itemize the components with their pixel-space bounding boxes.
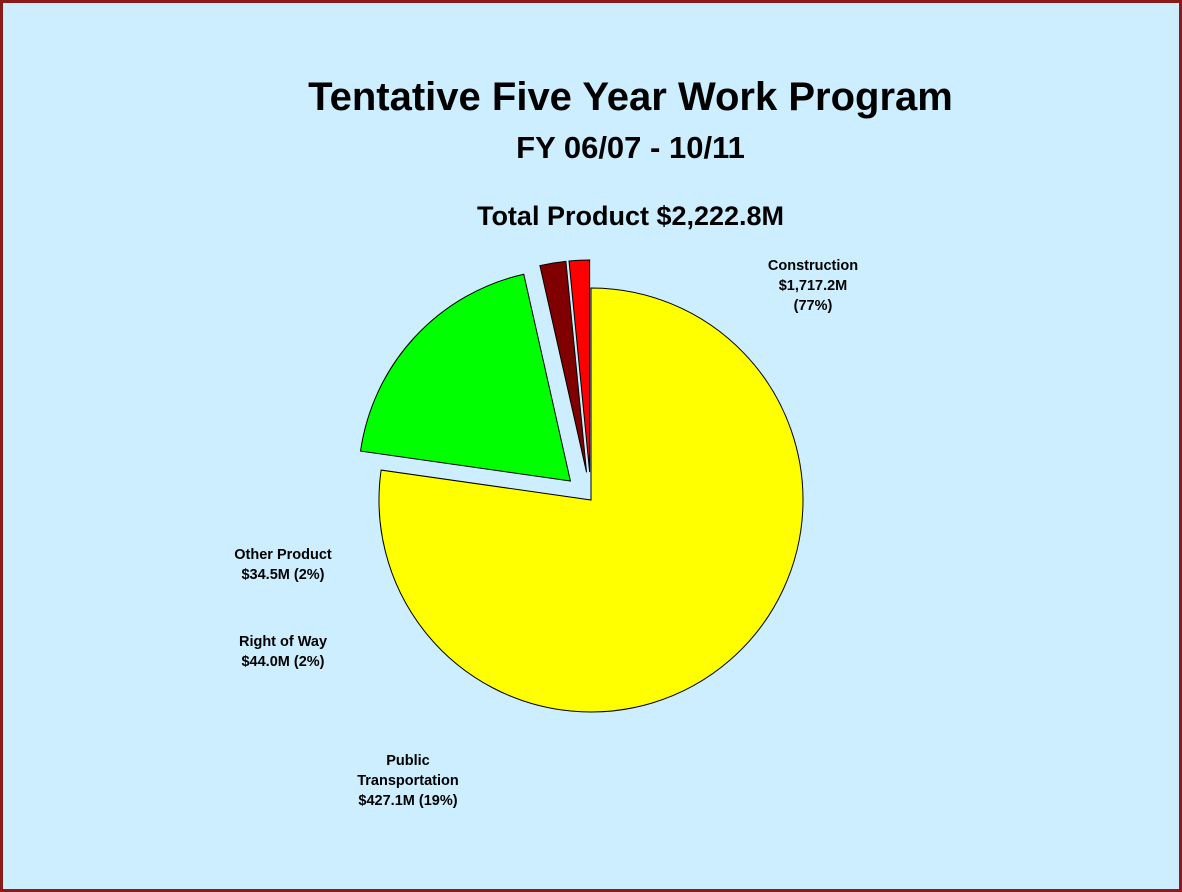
chart-subtitle: FY 06/07 - 10/11 (516, 130, 745, 165)
pie-slice-other-product (568, 259, 591, 473)
label-public-transportation: Public Transportation $427.1M (19%) (323, 751, 493, 811)
label-construction-value: $1,717.2M (778, 278, 848, 294)
label-other-product-value: $34.5M (2%) (241, 567, 325, 583)
label-right-of-way-value: $44.0M (2%) (241, 654, 325, 670)
label-other-product: Other Product $34.5M (2%) (203, 545, 363, 585)
label-construction-name: Construction (767, 258, 859, 274)
pie-slice-right-of-way (539, 260, 588, 473)
label-public-transportation-name1: Public (386, 753, 430, 769)
pie-slice-public-transportation (359, 273, 572, 482)
total-product-title: Total Product $2,222.8M (476, 201, 785, 231)
label-public-transportation-name2: Transportation (357, 773, 459, 789)
label-other-product-name: Other Product (234, 547, 332, 563)
label-right-of-way-name: Right of Way (238, 634, 328, 650)
label-construction: Construction $1,717.2M (77%) (728, 256, 898, 316)
label-right-of-way: Right of Way $44.0M (2%) (203, 632, 363, 672)
label-construction-percent: (77%) (793, 298, 833, 314)
chart-title: Tentative Five Year Work Program (308, 75, 953, 119)
label-public-transportation-value: $427.1M (19%) (358, 793, 458, 809)
pie-slice-construction (378, 287, 804, 713)
pie-chart (359, 259, 804, 713)
